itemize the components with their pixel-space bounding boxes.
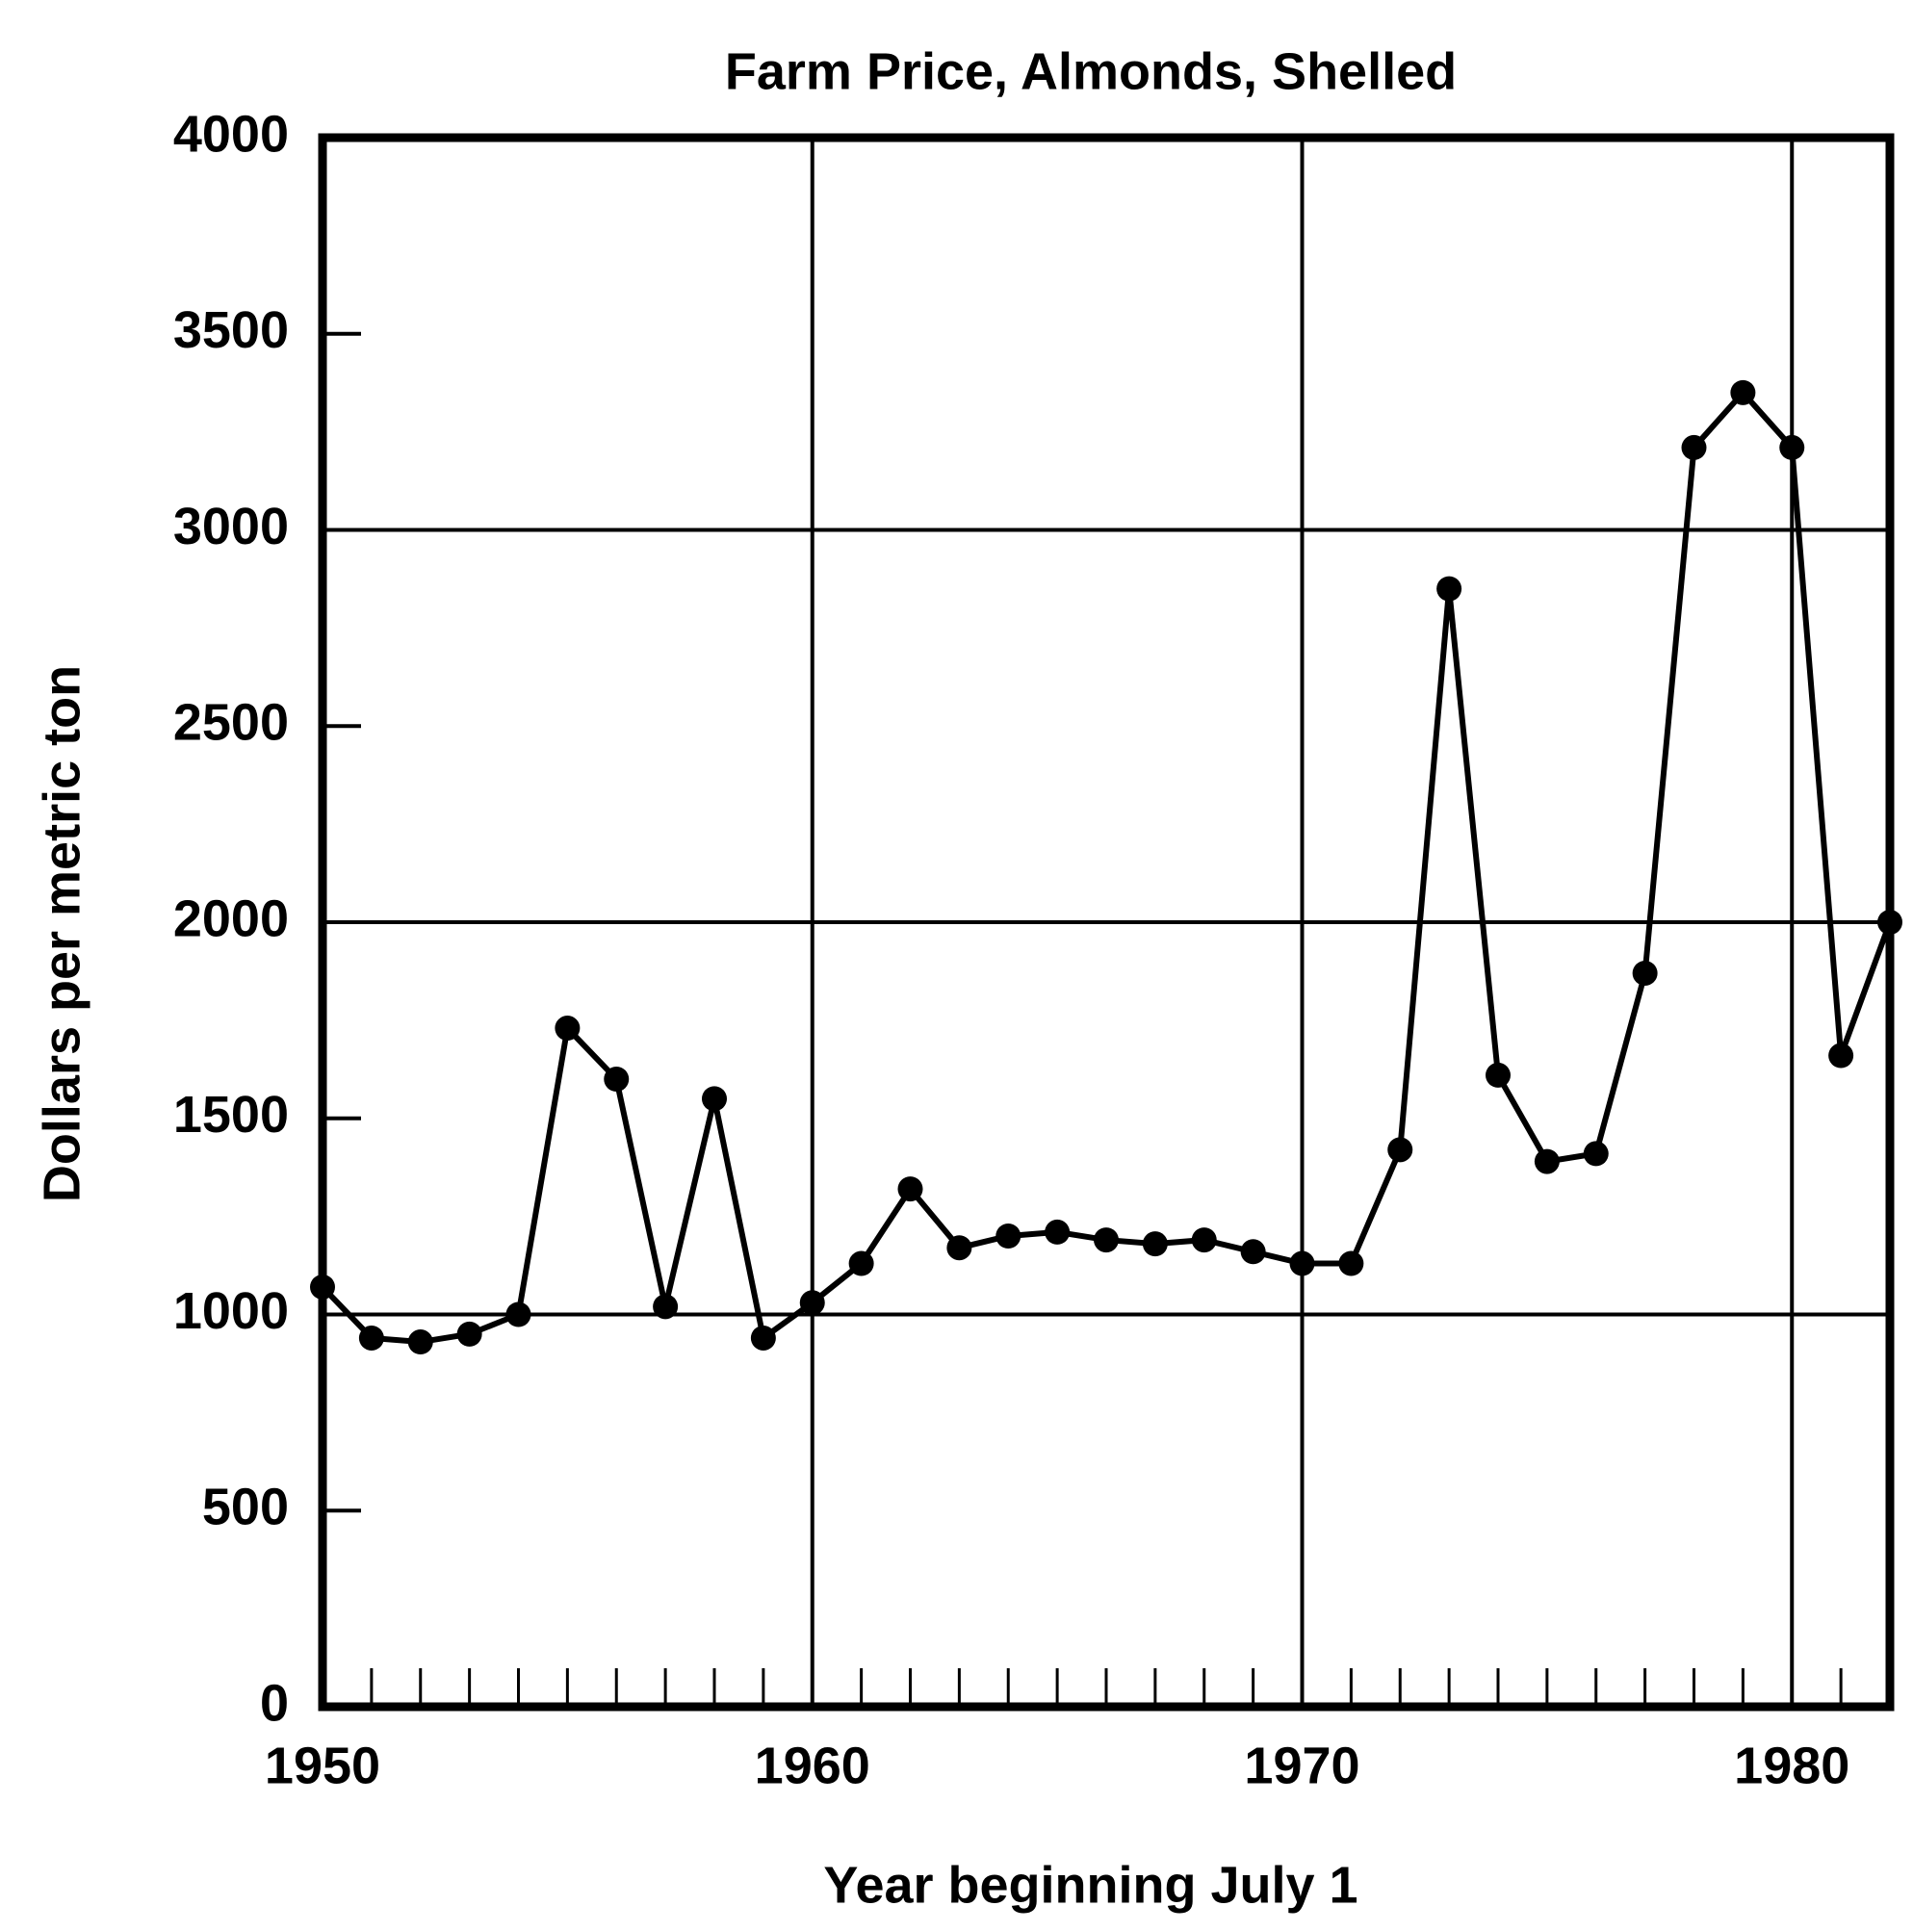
chart-title: Farm Price, Almonds, Shelled <box>725 42 1457 100</box>
data-point <box>604 1067 630 1092</box>
data-point <box>1240 1239 1266 1265</box>
data-point <box>1877 910 1902 935</box>
data-line <box>320 388 1893 1346</box>
data-point <box>1779 434 1805 460</box>
data-point <box>653 1294 679 1320</box>
data-point <box>407 1329 433 1355</box>
data-point <box>1191 1227 1217 1253</box>
data-point <box>358 1325 384 1351</box>
data-point <box>1632 960 1658 986</box>
data-point <box>995 1224 1021 1249</box>
y-tick-label: 1000 <box>173 1282 289 1340</box>
data-point <box>1387 1137 1413 1163</box>
y-tick-label: 0 <box>260 1674 289 1732</box>
data-point <box>750 1325 776 1351</box>
data-point <box>848 1250 874 1276</box>
x-tick-label: 1980 <box>1734 1737 1849 1794</box>
data-point <box>799 1290 825 1316</box>
data-point <box>946 1235 972 1261</box>
y-tick-label: 4000 <box>173 105 289 163</box>
y-tick-label: 500 <box>202 1479 289 1536</box>
y-tick-label: 3000 <box>173 498 289 555</box>
data-point <box>1534 1148 1560 1174</box>
y-tick-label: 1500 <box>173 1086 289 1144</box>
data-point <box>1045 1219 1071 1245</box>
data-point <box>1681 434 1707 460</box>
data-point <box>1828 1043 1854 1069</box>
data-point <box>1094 1227 1119 1253</box>
data-point <box>456 1321 482 1347</box>
data-point <box>1583 1141 1609 1167</box>
data-point <box>1338 1250 1364 1276</box>
y-tick-label: 3500 <box>173 301 289 359</box>
y-tick-label: 2000 <box>173 889 289 947</box>
data-point <box>897 1176 923 1202</box>
x-tick-label: 1960 <box>755 1737 870 1794</box>
data-point <box>1142 1231 1168 1257</box>
data-point <box>1486 1062 1511 1088</box>
data-point <box>1730 379 1756 405</box>
data-point <box>1289 1250 1315 1276</box>
data-point <box>1436 576 1462 602</box>
y-tick-label: 2500 <box>173 694 289 752</box>
x-tick-label: 1970 <box>1244 1737 1359 1794</box>
x-axis-title: Year beginning July 1 <box>823 1856 1357 1914</box>
data-point <box>555 1016 581 1042</box>
data-point <box>702 1086 727 1112</box>
x-tick-label: 1950 <box>265 1737 380 1794</box>
y-axis-title: Dollars per metric ton <box>33 665 90 1202</box>
data-point <box>505 1301 531 1327</box>
data-point <box>310 1274 335 1300</box>
